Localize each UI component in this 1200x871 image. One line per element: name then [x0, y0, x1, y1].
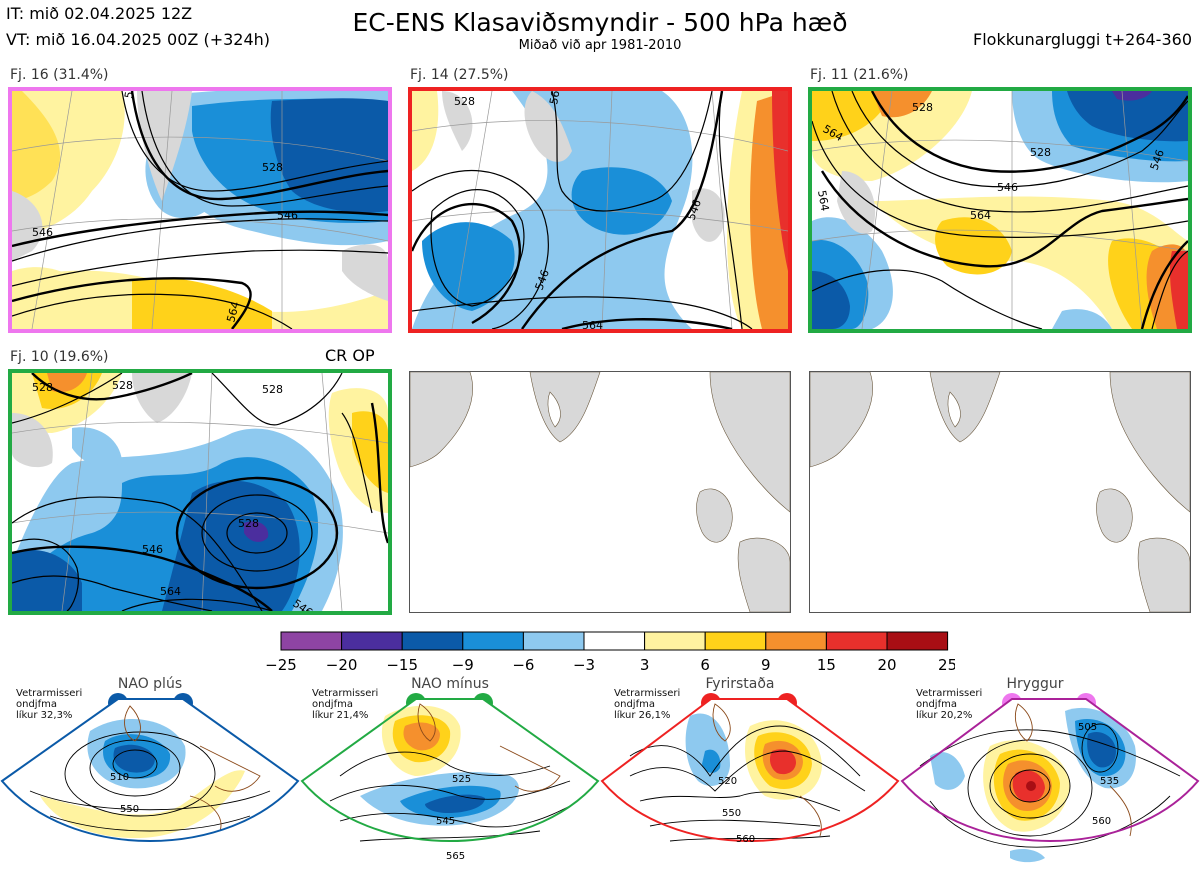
empty-map-2	[809, 371, 1191, 613]
contour-label: 560	[1092, 816, 1111, 827]
colorbar-tick-label: −6	[512, 656, 534, 674]
contour-label: 505	[1078, 722, 1097, 733]
contour-label: 564	[815, 189, 831, 212]
contour-label: 520	[718, 776, 737, 787]
regime-ridge: Hryggur Vetrarmisseri ondjfma líkur 20,2%	[900, 676, 1200, 871]
regime-nao-minus: NAO mínus Vetrarmisseri ondjfma líkur 21,4…	[300, 676, 600, 871]
contour-label: 528	[262, 161, 283, 174]
contour-label: 546	[277, 209, 298, 222]
contour-label: 528	[32, 381, 53, 394]
regime-nao-plus: NAO plús Vetrarmisseri ondjfma líkur 32,3%	[0, 676, 300, 871]
cluster-label-2: Fj. 14 (27.5%)	[410, 67, 509, 83]
colorbar-bin	[341, 631, 403, 651]
colorbar: −25 −20 −15 −9 −6 −3 3 6 9 15 20 25	[265, 631, 955, 674]
contour-label: 545	[436, 816, 455, 827]
contour-label: 546	[997, 181, 1018, 194]
colorbar-tick-label: 15	[817, 656, 836, 674]
page-subtitle: Miðað við apr 1981-2010	[518, 38, 682, 53]
contour-label: 564	[970, 209, 991, 222]
page-title: EC-ENS Klasaviðsmyndir - 500 hPa hæð	[352, 8, 848, 37]
colorbar-bin	[765, 631, 827, 651]
cluster-label-3: Fj. 11 (21.6%)	[810, 67, 909, 83]
colorbar-tick-label: 6	[700, 656, 710, 674]
colorbar-tick-label: −20	[326, 656, 358, 674]
regime-note: Vetrarmisseri ondjfma líkur 20,2%	[916, 688, 983, 721]
contour-label: 565	[446, 851, 465, 862]
colorbar-bin	[886, 631, 949, 651]
contour-label: 525	[452, 774, 471, 785]
contour-label: 550	[722, 808, 741, 819]
regime-blocking: Fyrirstaða Vetrarmisseri ondjfma líkur 26,…	[600, 676, 900, 871]
colorbar-bin	[401, 631, 464, 651]
regime-name: NAO plús	[117, 676, 183, 692]
contour-label: 535	[1100, 776, 1119, 787]
contour-label: 510	[110, 772, 129, 783]
regime-name: NAO mínus	[411, 676, 489, 692]
regime-name: Fyrirstaða	[705, 676, 775, 692]
regime-name: Hryggur	[1006, 676, 1064, 692]
contour-label: 550	[120, 804, 139, 815]
colorbar-tick-label: −25	[265, 656, 297, 674]
contour-label: 528	[1030, 146, 1051, 159]
colorbar-bin	[462, 631, 524, 651]
contour-label: 564	[582, 319, 603, 329]
colorbar-tick-label: −3	[573, 656, 595, 674]
contour-label: 546	[32, 226, 53, 239]
contour-label: 564	[547, 91, 563, 106]
colorbar-bin	[583, 631, 646, 651]
contour-label: 528	[122, 91, 138, 100]
regime-note: Vetrarmisseri ondjfma líkur 21,4%	[312, 688, 379, 721]
cluster-map-4: 528 528 528 528 546 546 564	[8, 369, 392, 615]
colorbar-tick-label: −9	[452, 656, 474, 674]
contour-label: 528	[262, 383, 283, 396]
cluster-label-1: Fj. 16 (31.4%)	[10, 67, 109, 83]
colorbar-bin	[280, 631, 343, 651]
contour-label: 528	[238, 517, 259, 530]
cluster-map-1: 528 528 546 546 564	[8, 87, 392, 333]
initial-time: IT: mið 02.04.2025 12Z	[6, 4, 193, 23]
colorbar-bin	[522, 631, 585, 651]
regime-note: Vetrarmisseri ondjfma líkur 32,3%	[16, 688, 83, 721]
colorbar-bin	[644, 631, 706, 651]
regime-note: Vetrarmisseri ondjfma líkur 26,1%	[614, 688, 681, 721]
colorbar-tick-label: 9	[761, 656, 771, 674]
colorbar-tick-label: 3	[640, 656, 650, 674]
contour-label: 564	[224, 300, 242, 324]
cr-op-label: CR OP	[325, 346, 375, 365]
cluster-map-2: 528 546 546 564 564	[408, 87, 792, 333]
contour-label: 560	[736, 834, 755, 845]
colorbar-bin	[825, 631, 888, 651]
contour-label: 564	[160, 585, 181, 598]
contour-label: 528	[454, 95, 475, 108]
colorbar-bin	[704, 631, 767, 651]
colorbar-tick-label: −15	[386, 656, 418, 674]
regime-row: NAO plús Vetrarmisseri ondjfma líkur 32,3%	[0, 676, 1200, 871]
cluster-label-4: Fj. 10 (19.6%)	[10, 349, 109, 365]
contour-label: 546	[142, 543, 163, 556]
contour-label: 528	[912, 101, 933, 114]
contour-label: 528	[112, 379, 133, 392]
cluster-window-label: Flokkunargluggi t+264-360	[973, 30, 1192, 49]
cluster-map-3: 528 528 546 546 564 564 564	[808, 87, 1192, 333]
empty-map-1	[409, 371, 791, 613]
colorbar-tick-label: 20	[877, 656, 896, 674]
colorbar-tick-label: 25	[938, 656, 955, 674]
valid-time: VT: mið 16.04.2025 00Z (+324h)	[6, 30, 271, 49]
